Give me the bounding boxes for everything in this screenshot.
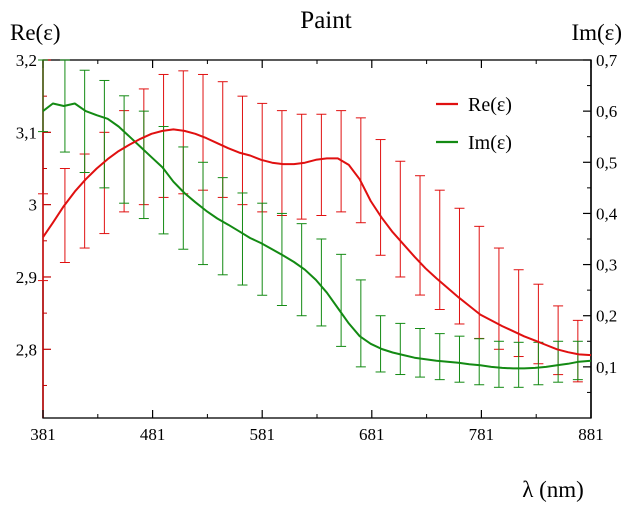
y-right-tick-label: 0,1 [596, 358, 617, 377]
y-right-tick-label: 0,4 [596, 204, 618, 223]
y-left-tick-label: 3 [29, 196, 38, 215]
y-left-tick-label: 3,1 [16, 123, 37, 142]
y-right-tick-label: 0,5 [596, 153, 617, 172]
legend-label-re: Re(ε) [468, 94, 512, 116]
re-error-bars [38, 70, 583, 383]
y-left-tick-label: 2,9 [16, 268, 37, 287]
im-error-bars [38, 59, 583, 388]
x-tick-label: 381 [30, 425, 56, 444]
y-left-tick-label: 2,8 [16, 340, 37, 359]
chart-title: Paint [300, 7, 351, 34]
y-right-tick-label: 0,3 [596, 256, 617, 275]
y-right-axis-label: Im(ε) [571, 20, 622, 45]
x-tick-label: 581 [249, 425, 275, 444]
y-right-tick-label: 0,7 [596, 51, 618, 70]
legend-label-im: Im(ε) [468, 132, 512, 154]
im-series-line [42, 102, 592, 370]
x-axis-label: λ (nm) [522, 477, 584, 502]
y-right-tick-label: 0,6 [596, 102, 617, 121]
re-series-line [42, 128, 592, 357]
y-left-tick-label: 3,2 [16, 51, 37, 70]
legend: Re(ε) Im(ε) [436, 94, 512, 154]
x-tick-label: 681 [359, 425, 385, 444]
x-tick-label: 481 [140, 425, 166, 444]
x-tick-label: 781 [469, 425, 495, 444]
y-right-tick-label: 0,2 [596, 307, 617, 326]
x-tick-label: 881 [578, 425, 604, 444]
series-lines [42, 102, 592, 370]
y-left-axis-label: Re(ε) [10, 20, 61, 45]
